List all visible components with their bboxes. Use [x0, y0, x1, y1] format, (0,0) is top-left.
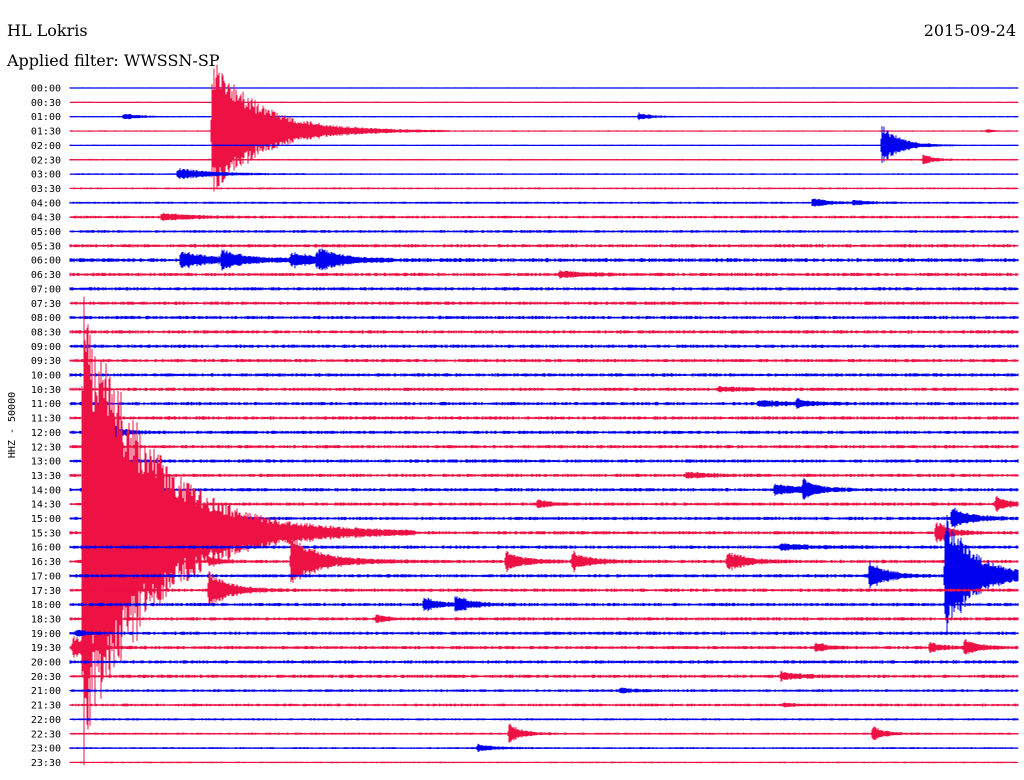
station-title: HL Lokris [7, 21, 88, 40]
row-time-label: 09:30 [31, 356, 61, 367]
row-time-label: 20:30 [31, 672, 61, 683]
row-time-label: 13:00 [31, 457, 61, 468]
row-time-label: 05:30 [31, 241, 61, 252]
row-time-label: 22:00 [31, 715, 61, 726]
trace-row-1400 [69, 478, 1019, 500]
filter-subtitle: Applied filter: WWSSN-SP [6, 51, 220, 70]
row-time-label: 15:00 [31, 514, 61, 525]
row-time-label: 22:30 [31, 729, 61, 740]
row-time-label: 16:30 [31, 557, 61, 568]
row-time-label: 05:00 [31, 227, 61, 238]
row-time-label: 09:00 [31, 342, 61, 353]
row-time-label: 06:30 [31, 270, 61, 281]
row-time-label: 06:00 [31, 256, 61, 267]
row-time-label: 16:00 [31, 543, 61, 554]
row-time-label: 01:30 [31, 127, 61, 138]
row-time-label: 21:30 [31, 701, 61, 712]
row-time-label: 21:00 [31, 686, 61, 697]
row-time-label: 12:30 [31, 442, 61, 453]
row-time-label: 20:00 [31, 658, 61, 669]
row-time-label: 11:00 [31, 399, 61, 410]
row-time-label: 17:00 [31, 571, 61, 582]
row-time-label: 03:30 [31, 184, 61, 195]
row-time-label: 07:00 [31, 284, 61, 295]
trace-row-1530 [69, 296, 1019, 766]
row-time-label: 23:30 [31, 758, 61, 769]
row-time-label: 19:00 [31, 629, 61, 640]
y-axis-label: HHZ - 50000 [7, 392, 18, 458]
row-time-label: 18:30 [31, 614, 61, 625]
row-time-label: 10:30 [31, 385, 61, 396]
row-time-label: 13:30 [31, 471, 61, 482]
row-time-label: 04:00 [31, 198, 61, 209]
row-time-label: 07:30 [31, 299, 61, 310]
seismogram-traces [69, 64, 1019, 766]
row-time-label: 02:00 [31, 141, 61, 152]
row-time-label: 00:30 [31, 98, 61, 109]
row-time-label: 08:30 [31, 327, 61, 338]
trace-row-0600 [69, 248, 1019, 271]
row-time-label: 03:00 [31, 170, 61, 181]
row-time-label: 04:30 [31, 213, 61, 224]
row-time-labels: 00:00 00:30 01:00 01:30 02:00 02:30 03:00 03:30… [31, 84, 61, 769]
row-time-label: 11:30 [31, 414, 61, 425]
row-time-label: 10:00 [31, 371, 61, 382]
row-time-label: 14:00 [31, 485, 61, 496]
row-time-label: 02:30 [31, 155, 61, 166]
row-time-label: 15:30 [31, 528, 61, 539]
date-label: 2015-09-24 [924, 21, 1016, 40]
row-time-label: 12:00 [31, 428, 61, 439]
trace-row-1930 [69, 636, 1019, 658]
row-time-label: 17:30 [31, 586, 61, 597]
row-time-label: 00:00 [31, 84, 61, 95]
row-time-label: 08:00 [31, 313, 61, 324]
row-time-label: 14:30 [31, 500, 61, 511]
row-time-label: 19:30 [31, 643, 61, 654]
row-time-label: 23:00 [31, 744, 61, 755]
row-time-label: 18:00 [31, 600, 61, 611]
row-time-label: 01:00 [31, 112, 61, 123]
